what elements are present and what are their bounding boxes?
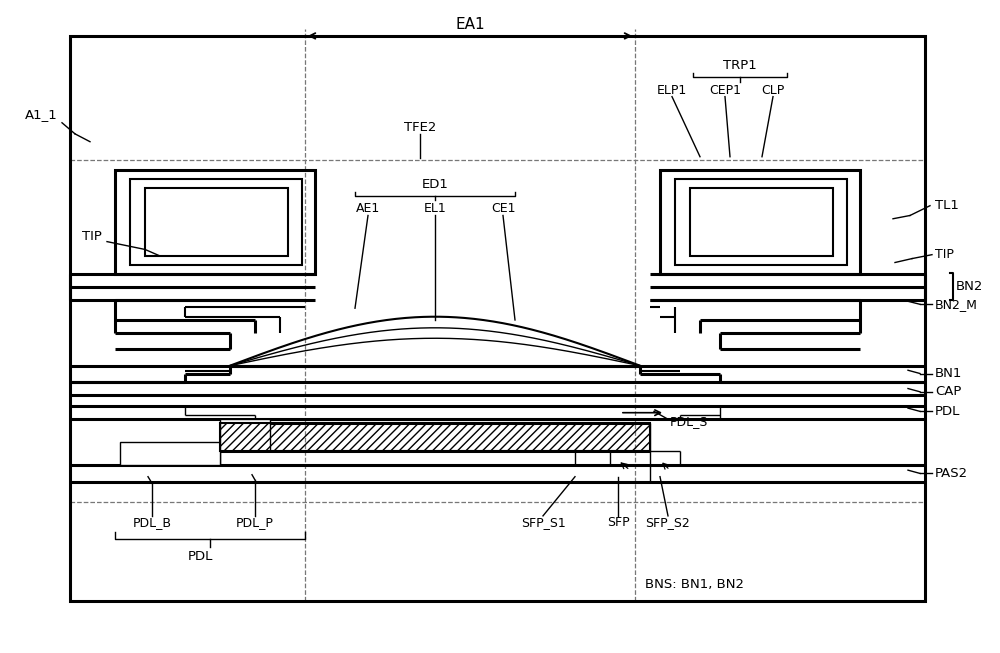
Text: TRP1: TRP1 [723,59,757,72]
Text: SFP: SFP [607,516,629,529]
Text: CEP1: CEP1 [709,84,741,97]
Text: EL1: EL1 [424,202,446,215]
Text: SFP_S2: SFP_S2 [646,516,690,529]
Text: BN1: BN1 [935,367,962,380]
Bar [145,188,288,256]
Text: ED1: ED1 [422,178,448,191]
Text: PDL_P: PDL_P [236,516,274,529]
Text: TL1: TL1 [935,199,959,212]
Text: CE1: CE1 [491,202,515,215]
Bar [675,179,847,265]
Text: PDL_B: PDL_B [132,516,172,529]
Text: BN2_M: BN2_M [935,298,978,311]
Text: PAS2: PAS2 [935,467,968,480]
Text: EA1: EA1 [455,18,485,32]
Text: TFE2: TFE2 [404,121,436,134]
Bar [220,419,270,451]
Text: BN2: BN2 [956,280,983,293]
Text: TIP: TIP [935,248,954,261]
Text: BNS: BN1, BN2: BNS: BN1, BN2 [645,578,744,591]
Bar [120,442,220,465]
Bar [130,179,302,265]
Text: CAP: CAP [935,385,961,398]
Text: PDL_S: PDL_S [670,415,708,428]
Bar [220,423,650,451]
Text: PDL: PDL [935,405,960,418]
Text: CLP: CLP [761,84,785,97]
Bar [660,170,860,274]
Text: PDL: PDL [187,550,213,563]
Text: ELP1: ELP1 [657,84,687,97]
Text: AE1: AE1 [356,202,380,215]
Bar [70,36,925,601]
Bar [690,188,833,256]
Text: A1_1: A1_1 [25,108,58,121]
Text: TIP: TIP [82,230,102,243]
Text: SFP_S1: SFP_S1 [521,516,565,529]
Bar [115,170,315,274]
